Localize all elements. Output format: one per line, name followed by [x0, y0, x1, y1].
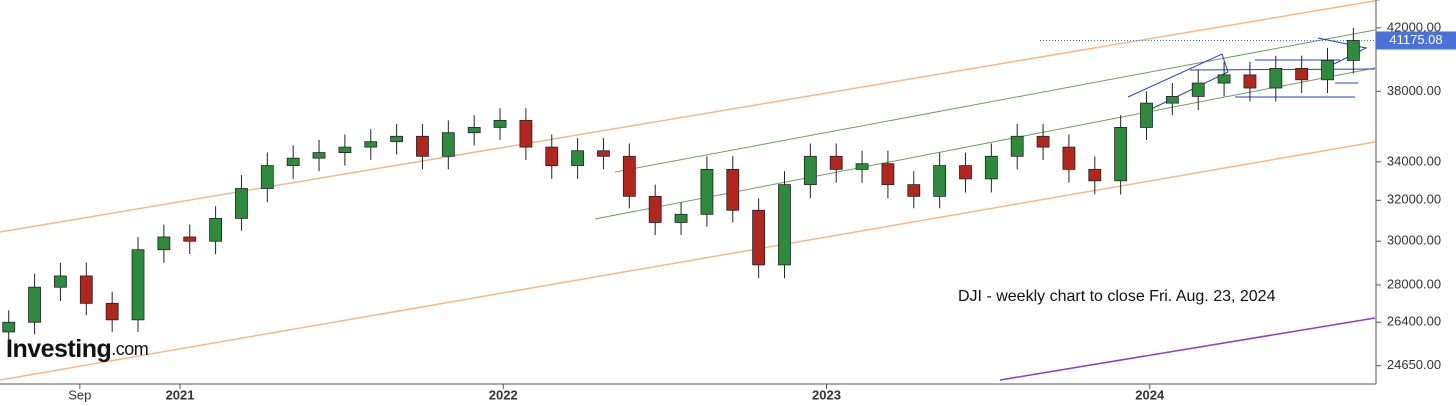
candle-body: [1088, 168, 1102, 182]
candle-body: [519, 119, 533, 148]
candle-body: [1191, 82, 1205, 97]
candle-body: [597, 150, 610, 157]
candle-body: [1140, 102, 1153, 128]
candle-body: [441, 132, 455, 157]
candle-body: [467, 126, 481, 134]
candle-body: [105, 302, 119, 321]
candle-body: [1062, 146, 1076, 170]
trend-line: [614, 29, 1376, 173]
candle-body: [855, 163, 869, 170]
x-tick-label: 2024: [1135, 387, 1165, 402]
candle-body: [700, 168, 714, 215]
trend-line: [999, 317, 1376, 381]
candle-body: [54, 275, 67, 288]
y-tick-label: 42000.00: [1387, 19, 1441, 34]
candle-body: [933, 165, 947, 197]
candle-body: [959, 165, 972, 180]
candle-body: [183, 236, 197, 242]
candle-body: [1269, 68, 1283, 89]
candle-body: [1321, 60, 1334, 81]
pattern-line: [1127, 53, 1229, 113]
candle-body: [1346, 40, 1360, 61]
y-tick-label: 30000.00: [1387, 233, 1441, 248]
logo-suffix: .com: [111, 339, 148, 359]
x-tick-label: 2021: [166, 387, 195, 402]
candle-body: [622, 155, 636, 197]
y-tick-label: 32000.00: [1387, 192, 1441, 207]
pattern-line: [1317, 37, 1368, 67]
candle-body: [416, 135, 429, 157]
candle-body: [209, 217, 222, 242]
candle-body: [984, 155, 998, 180]
x-tick-label: 2022: [489, 387, 518, 402]
y-tick-label: 26400.00: [1387, 314, 1441, 329]
candle-body: [778, 184, 791, 266]
y-tick-label: 38000.00: [1387, 83, 1441, 98]
candle-body: [1217, 74, 1231, 84]
last-price-box: [1376, 31, 1456, 50]
candle-body: [648, 195, 662, 223]
candle-body: [2, 321, 16, 333]
x-tick-label: 2023: [812, 387, 841, 402]
candle-body: [674, 213, 688, 223]
candle-body: [286, 157, 300, 167]
candle-body: [907, 184, 921, 197]
last-price-label: 41175.08: [1389, 32, 1442, 47]
candle-body: [803, 155, 817, 186]
candle-body: [1243, 74, 1257, 89]
candles: [2, 27, 1360, 345]
y-tick-label: 34000.00: [1387, 153, 1441, 168]
y-tick-label: 24650.00: [1387, 357, 1441, 372]
trend-line: [0, 0, 1381, 233]
candle-body: [752, 209, 766, 266]
candle-body: [390, 135, 404, 143]
candle-body: [1165, 95, 1179, 104]
candle-body: [364, 141, 378, 148]
x-tick-label: Sep: [68, 387, 91, 402]
candle-body: [28, 286, 41, 323]
trend-line: [0, 141, 1376, 381]
candle-body: [1114, 126, 1128, 182]
candle-body: [1036, 135, 1050, 148]
candle-body: [571, 150, 585, 167]
candle-body: [829, 155, 843, 170]
candle-body: [312, 152, 326, 159]
candle-body: [338, 146, 352, 154]
candle-body: [1295, 68, 1309, 81]
pattern-line: [1189, 68, 1376, 71]
candle-body: [726, 168, 740, 211]
logo: Investing.com: [6, 335, 148, 363]
candle-body: [157, 236, 171, 251]
candle-body: [260, 165, 274, 189]
logo-name: Investing: [6, 335, 111, 363]
candle-body: [545, 146, 559, 167]
candle-body: [131, 249, 145, 321]
annotation: DJI - weekly chart to close Fri. Aug. 23…: [958, 288, 1276, 305]
trend-line: [594, 67, 1376, 220]
candle-body: [881, 163, 895, 186]
trend-lines: [0, 0, 1381, 381]
candle-body: [79, 275, 93, 304]
candle-body: [493, 119, 507, 128]
y-tick-label: 28000.00: [1387, 276, 1441, 291]
candle-body: [235, 188, 248, 219]
candle-body: [1010, 135, 1024, 157]
